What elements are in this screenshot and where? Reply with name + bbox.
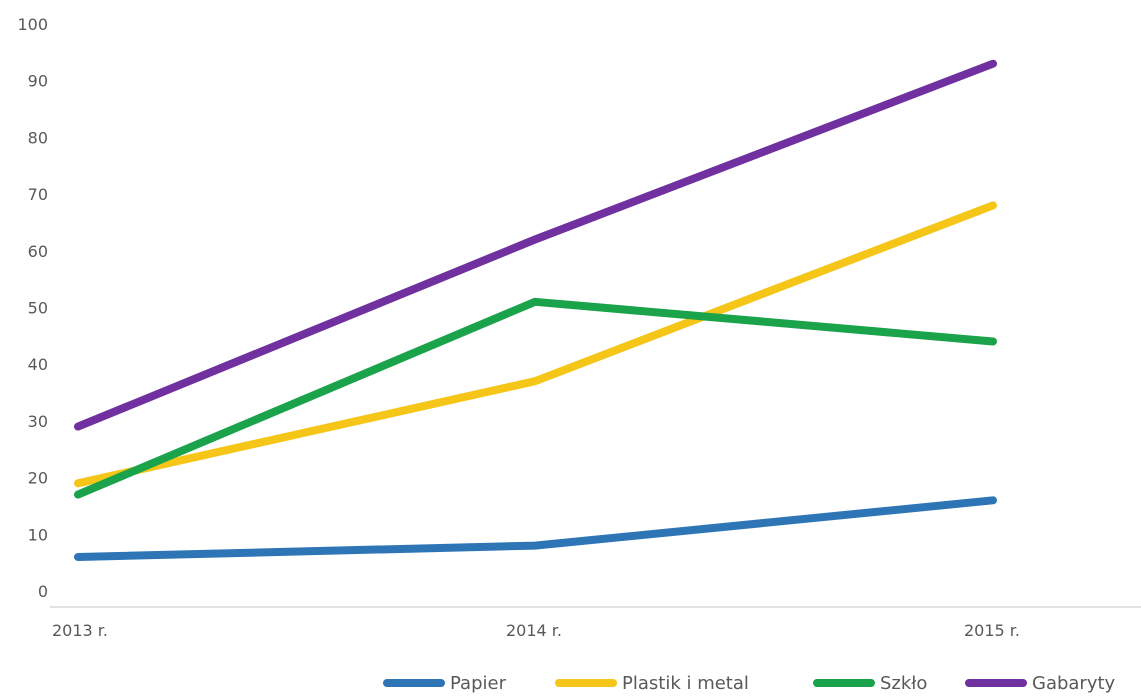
x-tick-label: 2014 r. bbox=[506, 621, 562, 640]
series-line-2 bbox=[78, 205, 993, 483]
legend-label: Gabaryty bbox=[1032, 673, 1116, 694]
series-line-4 bbox=[78, 64, 993, 427]
series-line-1 bbox=[78, 500, 993, 557]
series-lines bbox=[78, 64, 993, 558]
y-axis: 0 10 20 30 40 50 60 70 80 90 100 bbox=[17, 15, 48, 601]
y-tick-label: 80 bbox=[28, 128, 48, 147]
x-tick-label: 2015 r. bbox=[964, 621, 1020, 640]
legend: Papier Plastik i metal Szkło Gabaryty bbox=[387, 673, 1116, 694]
x-axis: 2013 r. 2014 r. 2015 r. bbox=[50, 607, 1141, 640]
y-tick-label: 90 bbox=[28, 72, 48, 91]
y-tick-label: 70 bbox=[28, 185, 48, 204]
y-tick-label: 30 bbox=[28, 412, 48, 431]
y-tick-label: 20 bbox=[28, 469, 48, 488]
x-tick-label: 2013 r. bbox=[52, 621, 108, 640]
y-tick-label: 40 bbox=[28, 355, 48, 374]
y-tick-label: 50 bbox=[28, 299, 48, 318]
series-line-3 bbox=[78, 302, 993, 495]
legend-label: Szkło bbox=[880, 673, 927, 694]
legend-label: Papier bbox=[450, 673, 507, 694]
y-tick-label: 100 bbox=[17, 15, 48, 34]
y-tick-label: 10 bbox=[28, 525, 48, 544]
y-tick-label: 60 bbox=[28, 242, 48, 261]
legend-label: Plastik i metal bbox=[622, 673, 749, 694]
y-tick-label: 0 bbox=[38, 582, 48, 601]
